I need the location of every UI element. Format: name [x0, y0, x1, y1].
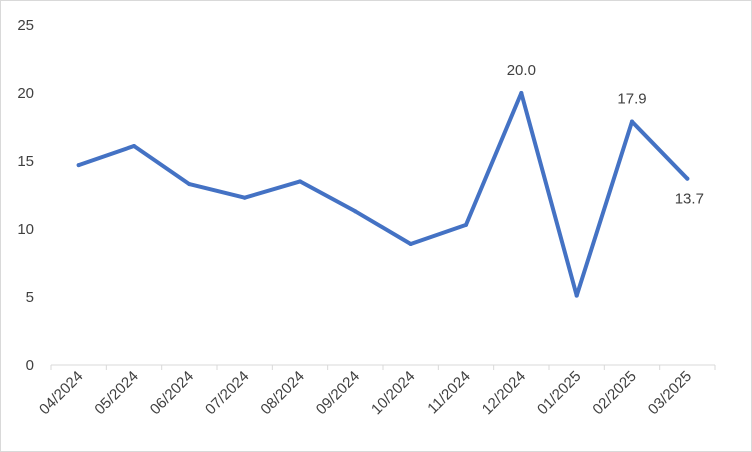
y-tick-label: 0: [26, 357, 34, 374]
data-point: [519, 91, 524, 95]
y-tick-label: 25: [17, 17, 34, 34]
series-line: [76, 91, 690, 298]
x-tick-label: 06/2024: [147, 368, 197, 418]
data-point: [685, 176, 690, 181]
y-tick-label: 20: [17, 85, 34, 102]
data-point: [242, 195, 247, 200]
data-point: [76, 163, 81, 168]
data-point: [298, 179, 302, 184]
x-tick-label: 04/2024: [36, 368, 86, 418]
data-point: [408, 241, 413, 246]
x-tick-label: 05/2024: [91, 368, 141, 418]
x-tick-label: 08/2024: [257, 368, 307, 418]
x-axis-tick-labels: 04/2024 05/2024 06/2024 07/2024 08/2024 09/20…: [36, 368, 695, 418]
x-tick-label: 10/2024: [368, 368, 418, 418]
y-tick-label: 15: [17, 153, 34, 170]
data-point: [353, 209, 358, 214]
data-label: 17.9: [617, 91, 646, 108]
data-labels: 20.0 17.9 13.7: [507, 62, 704, 208]
x-tick-label: 03/2025: [645, 368, 695, 418]
x-tick-label: 01/2025: [534, 368, 584, 418]
data-point: [187, 182, 192, 187]
x-tick-label: 12/2024: [479, 368, 529, 418]
x-tick-label: 11/2024: [424, 368, 474, 418]
series-group: [76, 91, 690, 298]
x-axis-ticks: [50, 365, 716, 370]
x-tick-label: 02/2025: [589, 368, 639, 418]
data-point: [132, 144, 136, 149]
y-tick-label: 5: [26, 289, 34, 306]
data-label: 20.0: [507, 62, 536, 79]
data-point: [574, 293, 579, 298]
data-point: [630, 119, 634, 124]
data-label: 13.7: [675, 191, 704, 208]
data-point: [464, 222, 468, 227]
x-tick-label: 09/2024: [313, 368, 363, 418]
y-tick-label: 10: [17, 221, 34, 238]
data-points: [76, 91, 690, 298]
x-tick-label: 07/2024: [202, 368, 252, 418]
y-axis-tick-labels: 0 5 10 15 20 25: [17, 17, 34, 374]
